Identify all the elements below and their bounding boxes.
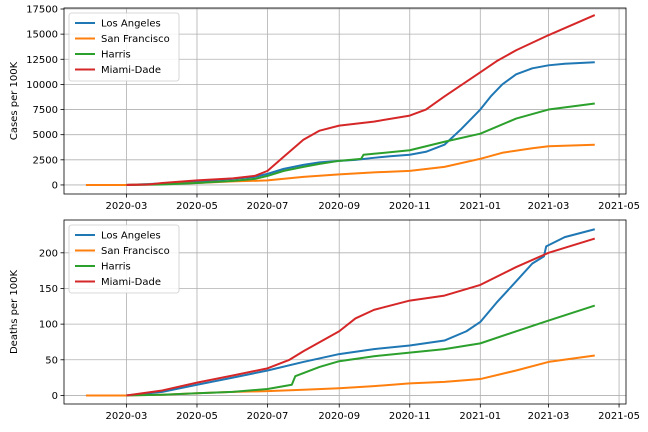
- legend-label-san-francisco: San Francisco: [101, 34, 170, 45]
- legend-label-los-angeles: Los Angeles: [101, 19, 161, 30]
- legend-label-harris: Harris: [101, 50, 131, 61]
- y-tick-label: 200: [39, 248, 58, 259]
- legend-label-san-francisco: San Francisco: [101, 246, 170, 257]
- x-tick-label: 2020-05: [176, 201, 218, 212]
- y-tick-label: 0: [52, 180, 58, 191]
- y-axis-label: Deaths per 100K: [9, 270, 20, 355]
- legend: Los Angeles San Francisco Harris Miami-Dade: [68, 224, 180, 294]
- cases-chart: 2020-03 2020-05 2020-07 2020-09 2020-11 2021-…: [9, 5, 640, 212]
- legend-label-harris: Harris: [101, 262, 131, 273]
- y-axis-label: Cases per 100K: [9, 61, 20, 140]
- x-tick-label: 2020-07: [247, 201, 289, 212]
- legend: Los Angeles San Francisco Harris Miami-Dade: [68, 12, 180, 82]
- y-tick-label: 15000: [26, 30, 58, 41]
- x-tick-label: 2021-05: [598, 201, 640, 212]
- legend-label-miami-dade: Miami-Dade: [101, 65, 161, 76]
- x-tick-label: 2020-09: [318, 411, 360, 422]
- x-tick-label: 2020-09: [318, 201, 360, 212]
- y-tick-label: 7500: [33, 105, 58, 116]
- y-tick-label: 50: [45, 355, 58, 366]
- axes-frame: [63, 219, 627, 405]
- x-tick-label: 2021-05: [598, 411, 640, 422]
- y-tick-label: 10000: [26, 80, 58, 91]
- legend-box: [68, 12, 180, 82]
- y-tick-label: 2500: [33, 155, 58, 166]
- series-line-harris: [126, 304, 596, 397]
- y-tick-label: 5000: [33, 130, 58, 141]
- y-tick-label: 17500: [26, 5, 58, 16]
- series-line-miami-dade: [126, 237, 596, 397]
- legend-label-los-angeles: Los Angeles: [101, 231, 161, 242]
- legend-label-miami-dade: Miami-Dade: [101, 277, 161, 288]
- legend-box: [68, 224, 180, 294]
- axes-frame: [63, 7, 627, 195]
- y-tick-label: 0: [52, 391, 58, 402]
- x-tick-label: 2021-01: [459, 411, 501, 422]
- x-tick-label: 2020-05: [176, 411, 218, 422]
- y-tick-label: 100: [39, 320, 58, 331]
- x-tick-label: 2020-07: [247, 411, 289, 422]
- x-tick-label: 2020-11: [389, 201, 431, 212]
- deaths-chart: 2020-03 2020-05 2020-07 2020-09 2020-11 2021-…: [9, 219, 640, 422]
- x-tick-label: 2020-03: [106, 201, 148, 212]
- y-tick-label: 150: [39, 284, 58, 295]
- series-line-los-angeles: [85, 228, 596, 397]
- x-tick-label: 2021-03: [528, 201, 570, 212]
- y-tick-label: 12500: [26, 55, 58, 66]
- x-tick-label: 2020-11: [389, 411, 431, 422]
- series-line-san-francisco: [85, 143, 595, 186]
- x-tick-label: 2021-03: [528, 411, 570, 422]
- series-line-miami-dade: [126, 14, 596, 186]
- x-tick-label: 2021-01: [459, 201, 501, 212]
- series-line-harris: [126, 102, 595, 186]
- x-tick-label: 2020-03: [106, 411, 148, 422]
